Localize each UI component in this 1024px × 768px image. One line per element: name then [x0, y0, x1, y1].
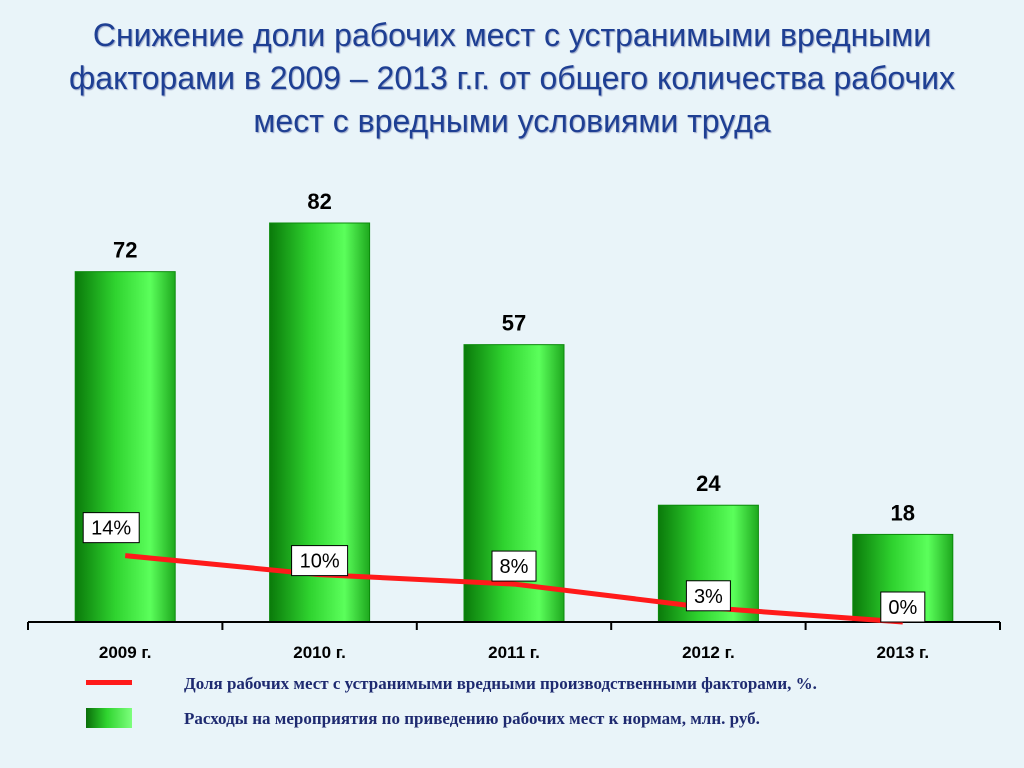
- line-point-label-3: 3%: [685, 580, 731, 612]
- bar-value-label-3: 24: [696, 471, 721, 496]
- line-point-label-box-4: [880, 591, 926, 623]
- title-line-2: факторами в 2009 – 2013 г.г. от общего к…: [68, 60, 956, 96]
- bar-0: [74, 271, 176, 623]
- line-point-label-text-3: 3%: [694, 586, 723, 608]
- line-point-label-box-3: [685, 580, 731, 612]
- legend-line-label: Доля рабочих мест с устранимыми вредными…: [184, 674, 817, 693]
- line-point-label-text-2: 8%: [500, 556, 529, 578]
- line-point-label-text-4: 0%: [888, 597, 917, 619]
- bar-value-label-1: 82: [307, 189, 331, 214]
- x-tick-label-4: 2013 г.: [876, 643, 929, 662]
- line-point-label-0: 14%: [82, 512, 140, 544]
- line-point-label-1: 10%: [291, 545, 349, 577]
- legend-line-swatch: [86, 680, 132, 685]
- line-point-label-box-2: [491, 550, 537, 582]
- x-tick-label-1: 2010 г.: [293, 643, 346, 662]
- line-series-path: [124, 553, 903, 625]
- line-point-label-box-0: [82, 512, 140, 544]
- line-point-label-2: 8%: [491, 550, 537, 582]
- bar-value-label-4: 18: [891, 500, 915, 525]
- x-tick-label-2: 2011 г.: [488, 643, 540, 662]
- x-tick-label-3: 2012 г.: [682, 643, 735, 662]
- title-line-3: мест с вредными условиями труда: [253, 103, 771, 139]
- legend-bar-swatch: [86, 708, 132, 728]
- chart-title: Снижение доли рабочих мест с устранимыми…: [10, 14, 1014, 143]
- legend-bar-label: Расходы на мероприятия по приведению раб…: [184, 709, 760, 728]
- title-line-1: Снижение доли рабочих мест с устранимыми…: [92, 17, 932, 53]
- legend-item-bar: Расходы на мероприятия по приведению раб…: [86, 705, 1006, 733]
- x-tick-label-0: 2009 г.: [99, 643, 152, 662]
- line-point-label-box-1: [291, 545, 349, 577]
- bar-value-label-2: 57: [502, 311, 526, 336]
- line-point-label-text-1: 10%: [300, 551, 340, 573]
- legend-item-line: Доля рабочих мест с устранимыми вредными…: [86, 670, 1006, 698]
- bar-value-label-0: 72: [113, 238, 137, 263]
- line-point-label-text-0: 14%: [91, 518, 131, 540]
- line-point-label-4: 0%: [880, 591, 926, 623]
